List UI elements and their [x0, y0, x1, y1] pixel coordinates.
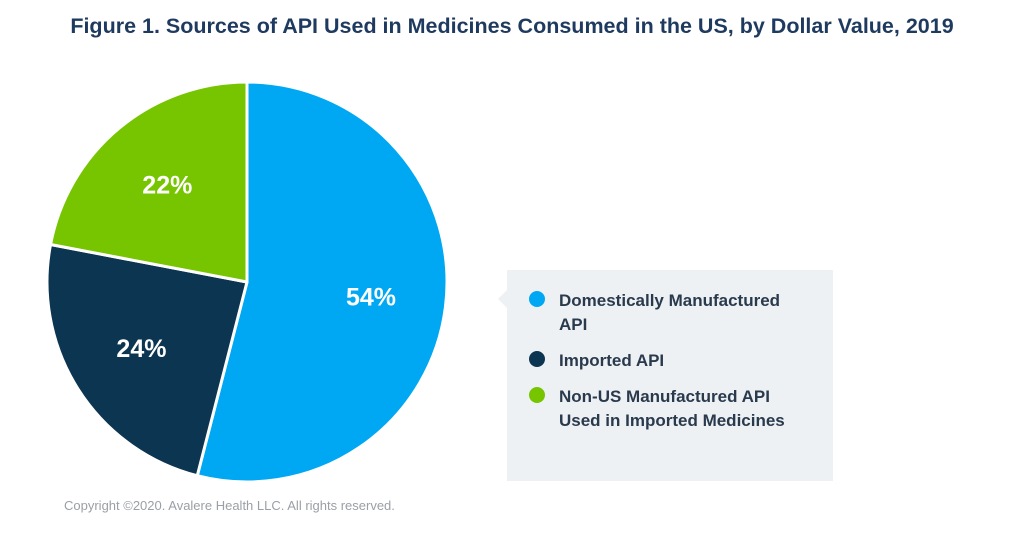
legend-label: Domestically Manufactured API: [559, 291, 781, 334]
legend-swatch: [529, 387, 545, 403]
copyright-notice: Copyright ©2020. Avalere Health LLC. All…: [64, 498, 395, 513]
legend-item-domestic: Domestically Manufactured API: [529, 289, 833, 337]
pie-slice-label: 54%: [346, 284, 396, 312]
legend-label: Imported API: [559, 351, 665, 370]
pie-slice: [45, 243, 249, 478]
chart-legend: Domestically Manufactured API Imported A…: [498, 270, 833, 481]
chart-title: Figure 1. Sources of API Used in Medicin…: [70, 14, 954, 38]
legend-pointer: [498, 290, 507, 308]
legend-swatch: [529, 291, 545, 307]
legend-label: Non-US Manufactured API Used in Imported…: [559, 387, 785, 430]
legend-item-non-us: Non-US Manufactured API Used in Imported…: [529, 385, 833, 433]
pie-slice: [195, 80, 449, 484]
legend-item-imported: Imported API: [529, 349, 833, 373]
legend-swatch: [529, 351, 545, 367]
pie-slice: [49, 80, 249, 284]
pie-slice-label: 24%: [116, 335, 166, 363]
pie-slice-label: 22%: [142, 172, 192, 200]
